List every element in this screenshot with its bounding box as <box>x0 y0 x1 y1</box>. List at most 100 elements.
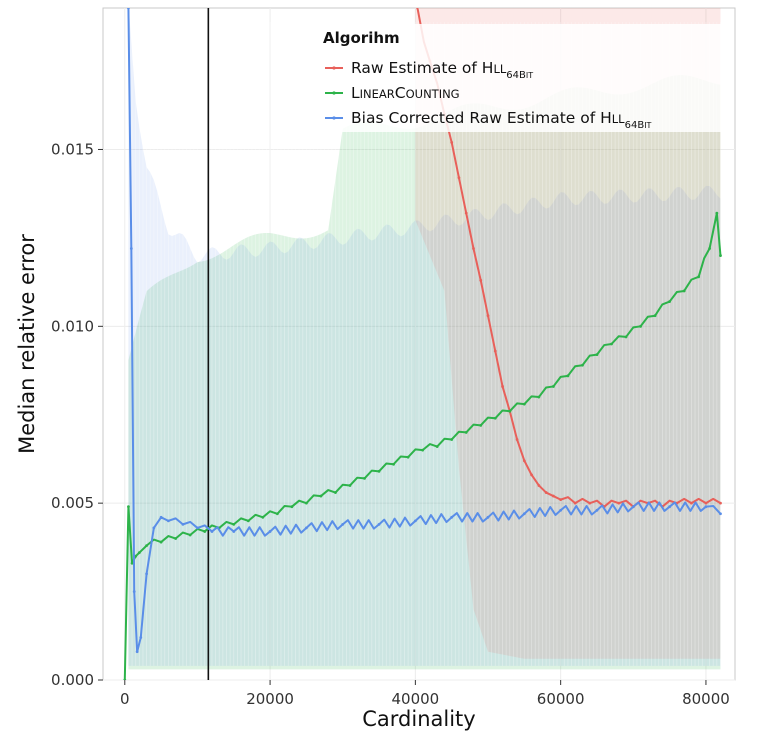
series-point <box>595 508 599 512</box>
series-point <box>392 462 395 466</box>
series-point <box>544 491 548 494</box>
series-point <box>275 512 279 516</box>
series-point <box>450 515 454 519</box>
series-point <box>268 530 272 533</box>
series-point <box>704 501 708 505</box>
series-point <box>588 501 592 505</box>
series-point <box>232 522 236 526</box>
band-raw-estimate <box>415 8 721 659</box>
series-point <box>464 431 468 434</box>
series-point <box>181 522 185 526</box>
series-point <box>472 247 475 250</box>
series-point <box>551 494 555 498</box>
series-point <box>341 522 345 526</box>
series-point <box>704 505 708 509</box>
legend-entry-1: LINEARCOUNTING <box>325 84 460 102</box>
series-point <box>290 505 294 509</box>
series-point <box>305 501 308 505</box>
series-point <box>134 554 138 558</box>
series-point <box>188 533 192 537</box>
y-tick-label: 0.000 <box>51 671 94 689</box>
series-point <box>631 505 635 509</box>
series-point <box>559 498 563 502</box>
series-point <box>719 501 722 505</box>
series-point <box>334 491 337 494</box>
series-point <box>486 515 490 519</box>
band-area-red <box>415 8 721 659</box>
series-point <box>139 636 143 639</box>
series-point <box>668 505 672 509</box>
series-point <box>261 515 265 519</box>
series-point <box>406 455 410 459</box>
legend-swatch-dot <box>332 116 336 120</box>
legend-bg <box>319 24 727 132</box>
x-axis-title: Cardinality <box>362 707 475 731</box>
series-point <box>210 530 214 533</box>
series-point <box>715 211 719 215</box>
legend-label: LINEARCOUNTING <box>351 84 460 102</box>
series-point <box>145 544 148 547</box>
series-point <box>232 530 236 533</box>
series-point <box>319 494 323 498</box>
series-line <box>416 8 721 508</box>
legend-entry-2: Bias Corrected Raw Estimate of HLL64BIT <box>325 109 652 131</box>
series-point <box>130 561 134 565</box>
series-point <box>719 254 722 257</box>
series-point <box>166 519 170 523</box>
series-point <box>493 349 497 353</box>
series-point <box>203 530 207 533</box>
series-point <box>708 247 711 250</box>
series-point <box>595 353 599 357</box>
series-lines <box>123 8 722 680</box>
series-point <box>486 314 490 318</box>
series-2 <box>127 8 722 654</box>
band-area-green <box>128 75 721 670</box>
band-linearcounting <box>128 75 721 670</box>
series-point <box>551 385 555 388</box>
series-point <box>668 300 672 303</box>
series-point <box>682 289 686 293</box>
series-point <box>479 423 483 427</box>
series-point <box>305 526 308 530</box>
series-point <box>132 590 136 593</box>
series-point <box>159 515 163 519</box>
series-point <box>135 650 139 654</box>
series-point <box>145 572 148 576</box>
legend-swatch-dot <box>332 91 336 95</box>
series-point <box>479 278 483 282</box>
x-tick-label: 0 <box>120 690 130 708</box>
legend: Algorihm Raw Estimate of HLL64BIT LINEARCO… <box>319 24 727 132</box>
legend-title: Algorihm <box>323 29 400 47</box>
legend-label: Bias Corrected Raw Estimate of HLL64BIT <box>351 109 652 131</box>
y-tick-label: 0.010 <box>51 317 94 335</box>
series-point <box>363 477 366 480</box>
series-point <box>123 678 127 680</box>
series-1 <box>123 211 722 680</box>
x-tick-label: 20000 <box>246 690 294 708</box>
series-point <box>515 438 519 441</box>
legend-label: Raw Estimate of HLL64BIT <box>351 59 533 81</box>
series-point <box>493 416 497 420</box>
series-point <box>537 484 541 487</box>
y-axis-title: Median relative error <box>15 234 39 454</box>
y-tick-label: 0.015 <box>51 140 94 158</box>
series-point <box>697 275 701 279</box>
series-point <box>581 363 584 367</box>
series-point <box>450 438 454 441</box>
series-point <box>196 526 199 530</box>
legend-entry-0: Raw Estimate of HLL64BIT <box>325 59 533 81</box>
series-point <box>137 551 141 555</box>
x-tick-label: 60000 <box>537 690 585 708</box>
series-point <box>537 395 541 399</box>
series-point <box>559 508 563 512</box>
series-point <box>522 459 526 463</box>
series-point <box>127 505 130 509</box>
series-point <box>719 512 722 516</box>
x-tick-label: 40000 <box>392 690 440 708</box>
series-point <box>639 324 642 328</box>
series-point <box>573 501 577 505</box>
series-point <box>566 374 570 378</box>
series-point <box>348 484 352 487</box>
series-point <box>159 540 163 544</box>
